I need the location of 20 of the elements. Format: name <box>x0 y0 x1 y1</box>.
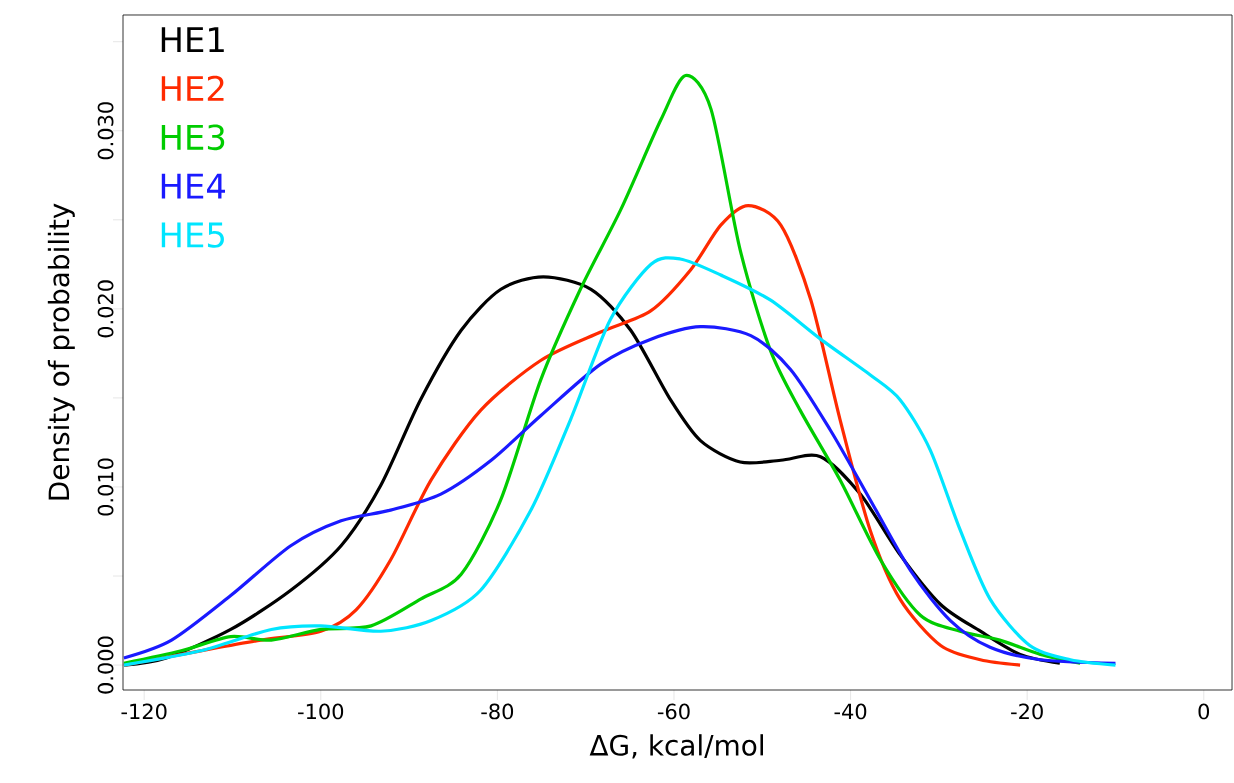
x-tick-label: -100 <box>298 703 344 720</box>
y-axis-title: Density of probability <box>47 203 75 500</box>
x-axis-title: ΔG, kcal/mol <box>589 734 763 759</box>
x-tick-label: -60 <box>657 703 690 720</box>
text: HE2 <box>161 75 224 101</box>
x-tick-label: -120 <box>121 703 167 720</box>
text: HE4 <box>161 173 226 199</box>
y-tick-label: 0.030 <box>97 102 114 160</box>
line-series <box>123 73 1082 665</box>
text: HE3 <box>161 124 225 151</box>
text: HE5 <box>161 222 224 248</box>
line-series <box>123 325 1118 665</box>
y-tick-label: 0.020 <box>97 280 114 338</box>
y-tick-label: 0.000 <box>97 636 114 694</box>
x-tick-label: -40 <box>834 703 867 720</box>
y-tick-label: 0.010 <box>97 458 114 516</box>
x-tick-label: 0 <box>1198 703 1210 720</box>
x-tick-label: -80 <box>481 703 514 720</box>
text: HE1 <box>161 27 224 53</box>
x-tick-label: -20 <box>1011 703 1043 720</box>
